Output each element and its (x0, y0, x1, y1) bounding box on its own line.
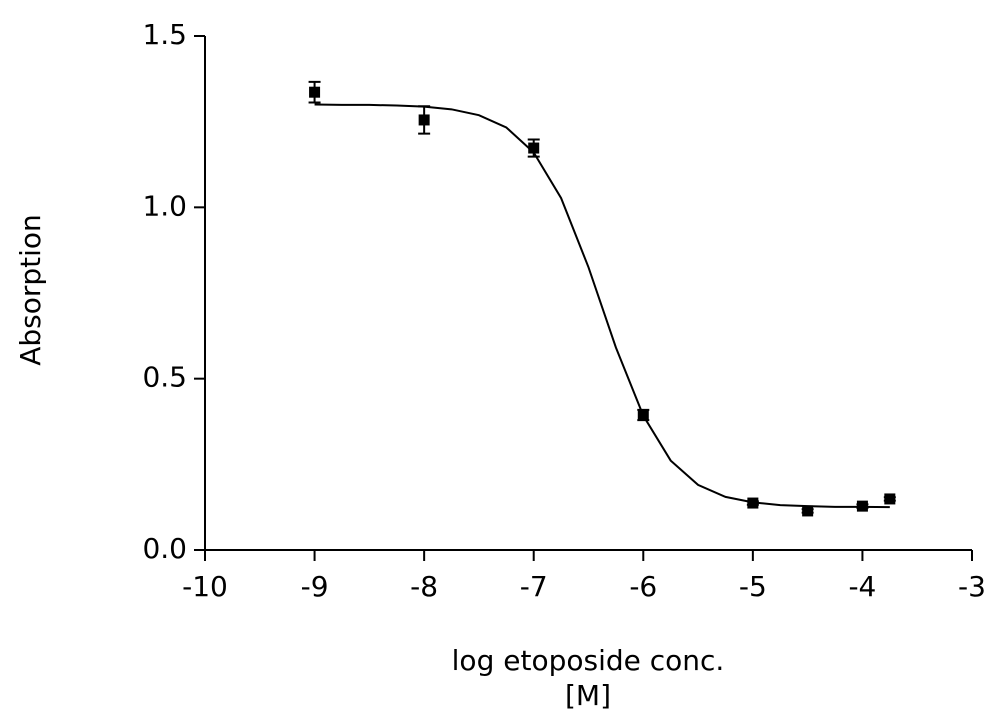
x-axis-label: [M] (565, 679, 611, 712)
x-tick-label: -4 (848, 570, 876, 603)
x-tick-label: -9 (301, 570, 329, 603)
x-tick-label: -5 (739, 570, 767, 603)
data-point (856, 500, 868, 512)
y-tick-label: 1.5 (142, 18, 187, 51)
y-tick-label: 0.0 (142, 532, 187, 565)
data-point (528, 142, 540, 154)
x-axis-label: log etoposide conc. (452, 644, 725, 677)
x-tick-label: -6 (629, 570, 657, 603)
y-tick-label: 1.0 (142, 189, 187, 222)
data-point (802, 505, 814, 517)
data-point (884, 493, 896, 505)
x-tick-label: -8 (410, 570, 438, 603)
y-tick-label: 0.5 (142, 361, 187, 394)
y-axis-label: Absorption (14, 214, 47, 366)
data-point (418, 114, 430, 126)
x-tick-label: -3 (958, 570, 986, 603)
data-point (637, 409, 649, 421)
x-tick-label: -7 (520, 570, 548, 603)
data-point (309, 86, 321, 98)
fit-curve (314, 103, 890, 509)
x-tick-label: -10 (182, 570, 228, 603)
data-point (747, 497, 759, 509)
